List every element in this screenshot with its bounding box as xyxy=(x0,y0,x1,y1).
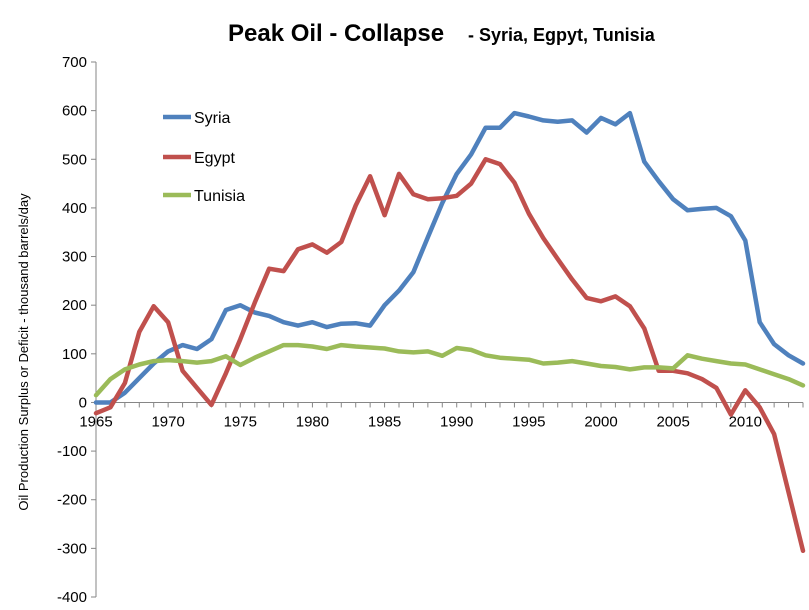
x-tick-label: 1980 xyxy=(296,413,329,430)
y-tick-label: 600 xyxy=(62,103,87,120)
series-line-syria xyxy=(93,110,806,405)
y-tick-label: -300 xyxy=(57,540,87,557)
series-lines xyxy=(93,110,806,554)
x-tick-label: 1975 xyxy=(224,413,257,430)
legend: Syria Egypt Tunisia xyxy=(163,110,245,205)
x-tick-label: 1965 xyxy=(79,413,112,430)
y-tick-label: 500 xyxy=(62,151,87,168)
y-tick-label: 100 xyxy=(62,346,87,363)
chart-title: Peak Oil - Collapse xyxy=(228,20,444,47)
x-tick-label: 1990 xyxy=(440,413,473,430)
legend-label-syria: Syria xyxy=(194,110,231,127)
axes: 700 600 500 400 300 200 100 0 -100 -200 -300 -400 19… xyxy=(57,54,804,606)
series-line-egypt xyxy=(93,157,806,554)
y-tick-label: -200 xyxy=(57,492,87,509)
x-tick-label: 1985 xyxy=(368,413,401,430)
y-tick-label: 300 xyxy=(62,249,87,266)
y-tick-label: 0 xyxy=(79,394,87,411)
x-tick-label: 2000 xyxy=(584,413,617,430)
legend-label-egypt: Egypt xyxy=(194,150,235,167)
y-tick-label: -100 xyxy=(57,443,87,460)
y-axis-label: Oil Production Surplus or Deficit - thou… xyxy=(16,193,31,511)
legend-label-tunisia: Tunisia xyxy=(194,188,245,205)
y-tick-label: 700 xyxy=(62,54,87,71)
x-tick-label: 2005 xyxy=(656,413,689,430)
series-line-tunisia xyxy=(93,342,806,398)
y-tick-label: 400 xyxy=(62,200,87,217)
x-tick-label: 1995 xyxy=(512,413,545,430)
chart-subtitle: - Syria, Egpyt, Tunisia xyxy=(468,25,656,45)
y-tick-label: 200 xyxy=(62,297,87,314)
x-tick-label: 1970 xyxy=(151,413,184,430)
x-tick-label: 2010 xyxy=(729,413,762,430)
y-tick-label: -400 xyxy=(57,589,87,606)
